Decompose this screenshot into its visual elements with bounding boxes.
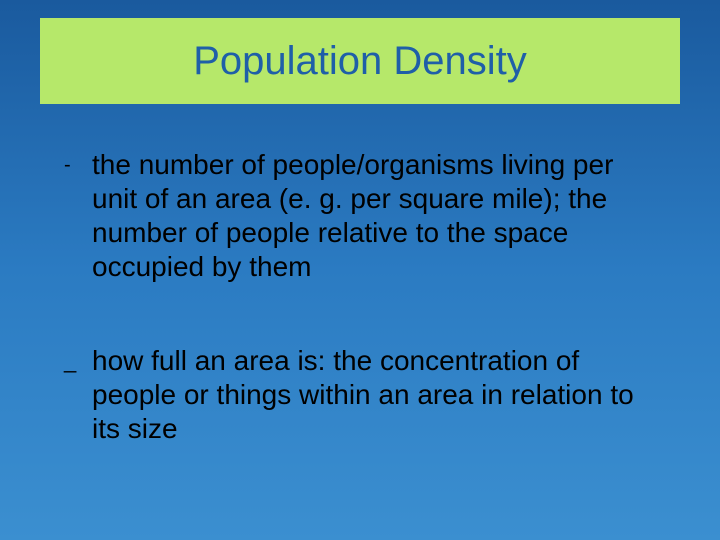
list-item: - the number of people/organisms living … (64, 148, 662, 284)
bullet-icon: - (64, 148, 92, 182)
slide-content: - the number of people/organisms living … (28, 148, 692, 446)
bullet-icon: _ (64, 344, 92, 378)
title-box: Population Density (40, 18, 680, 104)
list-item: _ how full an area is: the concentration… (64, 344, 662, 446)
body-text: how full an area is: the concentration o… (92, 344, 662, 446)
body-text: the number of people/organisms living pe… (92, 148, 662, 284)
slide-title: Population Density (193, 39, 527, 84)
slide: Population Density - the number of peopl… (0, 0, 720, 540)
